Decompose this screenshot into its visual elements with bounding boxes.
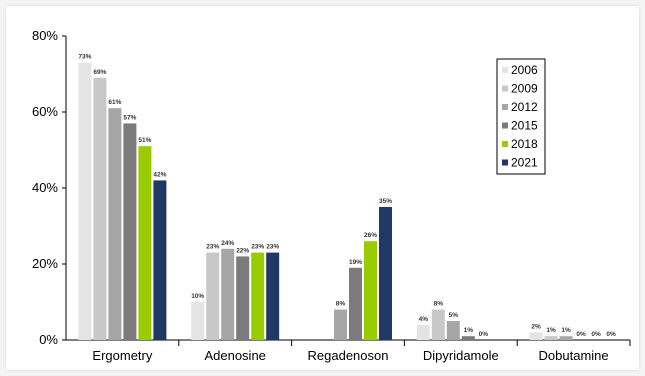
data-label: 69% — [93, 69, 106, 76]
x-tick-label: Dipyridamole — [423, 348, 499, 363]
x-tick-label: Regadenoson — [308, 348, 389, 363]
legend-box — [496, 58, 546, 175]
bar — [379, 207, 392, 340]
legend-swatch — [502, 104, 508, 110]
bar — [221, 248, 235, 340]
bar — [78, 62, 92, 340]
data-label: 61% — [108, 99, 121, 106]
legend-label: 2015 — [511, 119, 538, 133]
legend-label: 2018 — [511, 137, 538, 151]
data-label: 1% — [546, 327, 556, 334]
data-label: 23% — [251, 244, 264, 251]
bar — [461, 336, 475, 340]
bar — [431, 309, 445, 340]
data-label: 8% — [336, 301, 346, 308]
y-tick-label: 20% — [32, 256, 58, 271]
data-label: 42% — [153, 171, 166, 178]
data-label: 35% — [379, 198, 392, 205]
legend-swatch — [502, 122, 508, 129]
legend-label: 2006 — [511, 63, 538, 77]
data-label: 8% — [434, 301, 444, 308]
data-label: 1% — [464, 327, 474, 334]
bar — [266, 252, 280, 340]
x-tick-label: Dobutamine — [539, 348, 609, 363]
data-label: 23% — [206, 244, 219, 251]
legend-swatch — [502, 85, 508, 92]
data-label: 0% — [479, 331, 489, 338]
legend-label: 2012 — [511, 100, 538, 114]
data-label: 4% — [419, 316, 429, 323]
legend-swatch — [502, 159, 508, 166]
data-label: 23% — [266, 244, 279, 251]
bar — [349, 267, 362, 340]
bar — [206, 252, 220, 340]
legend-label: 2021 — [511, 156, 538, 170]
bar — [236, 256, 250, 340]
y-tick-label: 0% — [39, 332, 58, 347]
bar — [334, 309, 347, 340]
legend-swatch — [502, 141, 508, 147]
legend-label: 2009 — [511, 82, 538, 96]
data-label: 5% — [449, 312, 459, 319]
legend-swatch — [502, 67, 508, 73]
data-label: 0% — [576, 331, 586, 338]
bar — [529, 332, 543, 340]
data-label: 57% — [123, 114, 136, 121]
data-label: 22% — [236, 247, 249, 254]
data-label: 10% — [191, 293, 204, 300]
y-tick-label: 60% — [32, 104, 58, 119]
bar — [416, 324, 430, 340]
x-tick-label: Ergometry — [92, 348, 152, 363]
y-tick-label: 40% — [32, 180, 58, 195]
bar — [446, 321, 460, 340]
bar — [108, 108, 122, 340]
data-label: 2% — [531, 323, 541, 330]
bar — [153, 180, 167, 340]
bar — [364, 241, 377, 340]
bar — [123, 123, 137, 341]
bar — [251, 252, 265, 340]
bar — [559, 336, 573, 340]
bar — [93, 77, 107, 341]
data-label: 73% — [78, 54, 91, 61]
bar — [138, 146, 152, 340]
data-label: 24% — [221, 240, 234, 247]
bar — [191, 302, 205, 340]
data-label: 19% — [349, 259, 362, 266]
data-label: 1% — [561, 327, 571, 334]
bar — [544, 336, 558, 340]
y-tick-label: 80% — [32, 28, 58, 43]
x-tick-label: Adenosine — [204, 348, 265, 363]
data-label: 26% — [364, 232, 377, 239]
data-label: 51% — [138, 137, 151, 144]
data-label: 0% — [606, 331, 616, 338]
data-label: 0% — [591, 331, 601, 338]
